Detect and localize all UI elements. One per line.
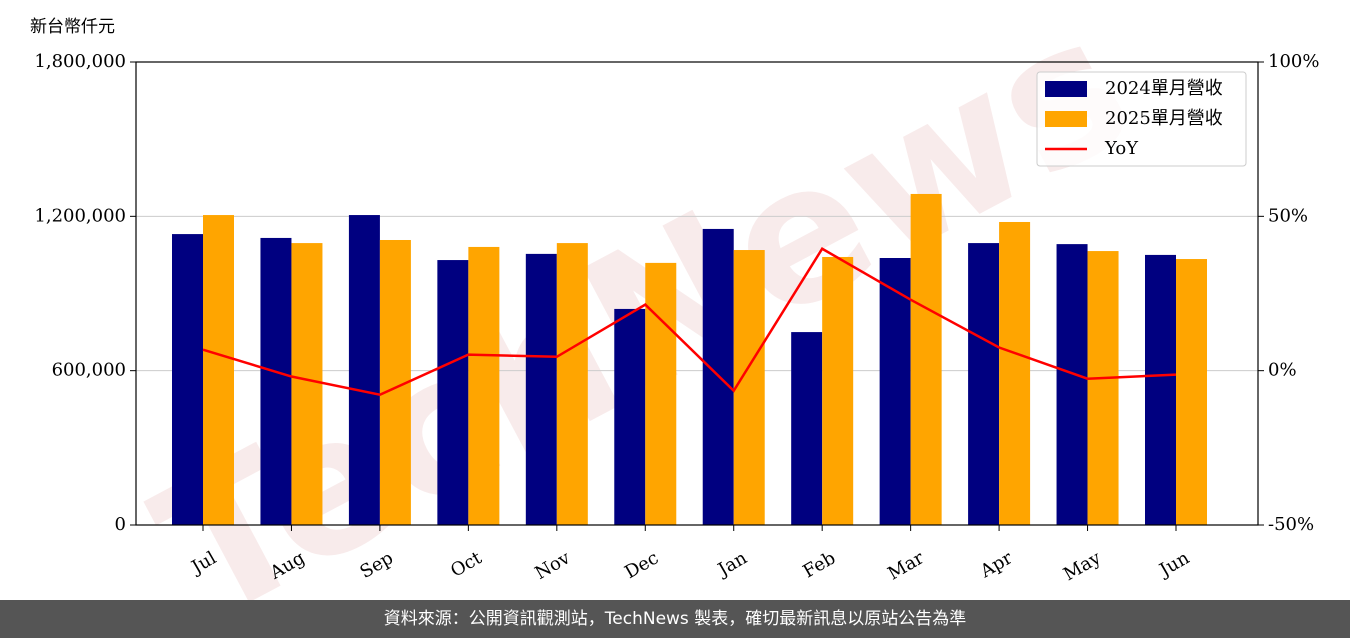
bar bbox=[1176, 259, 1207, 525]
y2-tick-label: 50% bbox=[1268, 205, 1308, 226]
chart: 新台幣仟元 TechNews 0600,0001,200,0001,800,00… bbox=[30, 0, 1319, 638]
legend-swatch bbox=[1045, 111, 1087, 127]
bar bbox=[468, 246, 500, 525]
bar bbox=[172, 234, 203, 525]
x-tick-label: Dec bbox=[621, 547, 662, 583]
y-tick-label: 0 bbox=[115, 514, 126, 535]
bar bbox=[614, 308, 646, 525]
x-tick-label: May bbox=[1060, 547, 1105, 585]
x-tick-label: Oct bbox=[447, 547, 486, 582]
bar bbox=[525, 253, 557, 526]
legend-label: 2025單月營收 bbox=[1105, 108, 1223, 129]
bar bbox=[291, 243, 323, 525]
bar bbox=[1056, 244, 1088, 525]
y-axis-label: 新台幣仟元 bbox=[30, 17, 115, 37]
bar bbox=[968, 243, 1000, 525]
bar bbox=[1087, 251, 1119, 525]
plot-frame bbox=[135, 61, 1259, 526]
y-tick-label: 600,000 bbox=[52, 360, 126, 381]
x-tick-label: Feb bbox=[800, 547, 840, 582]
bar bbox=[260, 237, 292, 525]
y-tick-label: 1,200,000 bbox=[34, 205, 126, 226]
bar bbox=[437, 260, 469, 525]
y2-tick-label: 0% bbox=[1268, 360, 1297, 381]
bar bbox=[1145, 254, 1176, 525]
bar bbox=[645, 262, 677, 525]
footer: 資料來源：公開資訊觀測站，TechNews 製表，確切最新訊息以原站公告為準 bbox=[0, 600, 1350, 638]
bar bbox=[791, 332, 823, 525]
bar bbox=[556, 243, 588, 525]
legend-swatch bbox=[1045, 81, 1087, 97]
bar bbox=[910, 193, 942, 525]
x-tick-label: Apr bbox=[976, 547, 1016, 582]
y2-tick-label: -50% bbox=[1268, 514, 1314, 535]
x-tick-label: Mar bbox=[884, 547, 928, 584]
y-tick-label: 1,800,000 bbox=[34, 51, 126, 72]
x-tick-label: Jan bbox=[713, 547, 751, 581]
legend-label: 2024單月營收 bbox=[1105, 78, 1223, 99]
bar bbox=[879, 258, 911, 525]
x-tick-label: Nov bbox=[531, 547, 574, 584]
bar bbox=[733, 250, 765, 525]
bar bbox=[348, 215, 380, 525]
bar bbox=[822, 256, 854, 525]
yoy-line bbox=[202, 247, 1177, 397]
bar bbox=[999, 221, 1031, 525]
x-tick-label: Jun bbox=[1154, 547, 1193, 582]
y2-tick-label: 100% bbox=[1268, 51, 1319, 72]
legend-box bbox=[1036, 71, 1247, 167]
bar bbox=[203, 215, 234, 525]
legend-label: YoY bbox=[1104, 138, 1139, 159]
